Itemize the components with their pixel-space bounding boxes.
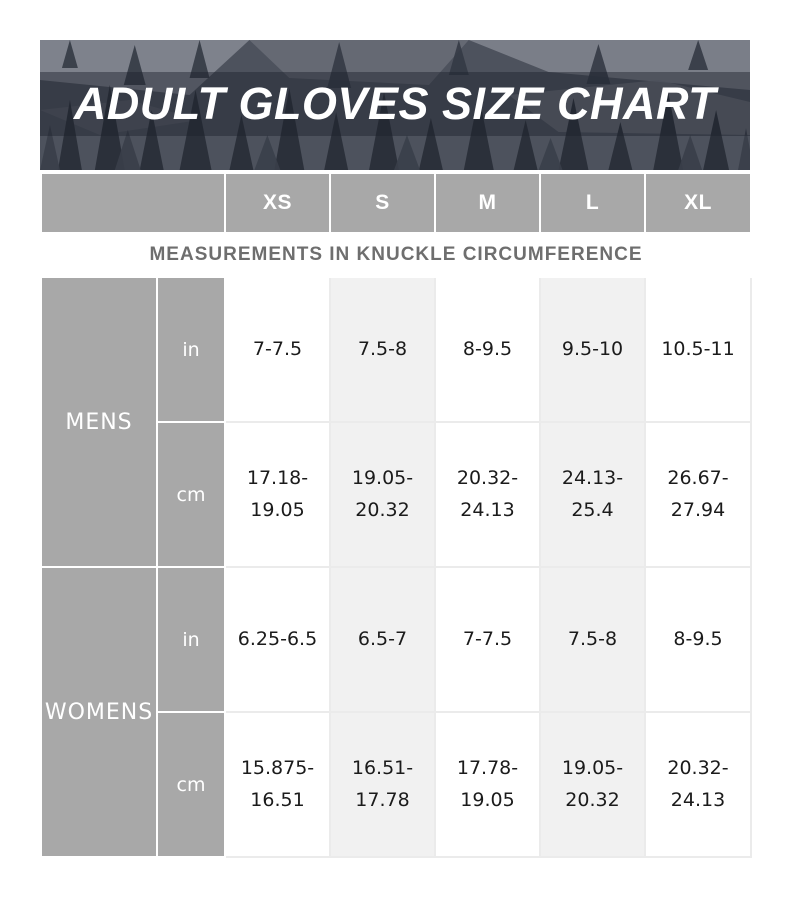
cell-mens-cm-xl: 26.67-27.94 — [644, 421, 752, 568]
cell-mens-cm-s: 19.05-20.32 — [329, 421, 436, 568]
cell-mens-in-xs: 7-7.5 — [224, 276, 331, 423]
size-header-s: S — [329, 172, 436, 234]
cell-womens-cm-xl: 20.32-24.13 — [644, 711, 752, 858]
cell-mens-cm-l: 24.13-25.4 — [539, 421, 646, 568]
size-header-row: XS S M L XL — [40, 172, 752, 234]
size-header-m: M — [434, 172, 541, 234]
table-row-womens-cm: cm 15.875-16.51 16.51-17.78 17.78-19.05 … — [41, 711, 752, 858]
unit-label-in: in — [156, 566, 226, 713]
table-row-womens-in: WOMENS in 6.25-6.5 6.5-7 7-7.5 7.5-8 8-9… — [40, 566, 752, 858]
section-label-womens: WOMENS — [40, 566, 158, 858]
cell-womens-in-l: 7.5-8 — [539, 566, 646, 713]
unit-label-cm: cm — [156, 421, 226, 568]
unit-label-in: in — [156, 276, 226, 423]
cell-womens-in-xs: 6.25-6.5 — [224, 566, 331, 713]
cell-womens-in-s: 6.5-7 — [329, 566, 436, 713]
size-table: XS S M L XL MEASUREMENTS IN KNUCKLE CIRC… — [40, 172, 752, 858]
cell-womens-in-xl: 8-9.5 — [644, 566, 752, 713]
forest-background-image — [40, 40, 750, 170]
measurement-note: MEASUREMENTS IN KNUCKLE CIRCUMFERENCE — [40, 232, 752, 278]
cell-mens-cm-m: 20.32-24.13 — [434, 421, 541, 568]
size-header-xl: XL — [644, 172, 752, 234]
cell-womens-cm-s: 16.51-17.78 — [329, 711, 436, 858]
cell-mens-in-s: 7.5-8 — [329, 276, 436, 423]
section-label-mens: MENS — [40, 276, 158, 568]
cell-mens-in-m: 8-9.5 — [434, 276, 541, 423]
table-row-mens-in: MENS in 7-7.5 7.5-8 8-9.5 9.5-10 10.5-11 — [40, 276, 752, 568]
measurement-note-row: MEASUREMENTS IN KNUCKLE CIRCUMFERENCE — [40, 232, 752, 278]
unit-label-cm: cm — [156, 711, 226, 858]
size-chart: ADULT GLOVES SIZE CHART XS S M L XL MEAS… — [40, 40, 752, 858]
cell-mens-cm-xs: 17.18-19.05 — [224, 421, 331, 568]
cell-mens-in-l: 9.5-10 — [539, 276, 646, 423]
page-title: ADULT GLOVES SIZE CHART — [73, 77, 717, 129]
cell-mens-in-xl: 10.5-11 — [644, 276, 752, 423]
cell-womens-cm-m: 17.78-19.05 — [434, 711, 541, 858]
chart-title-banner: ADULT GLOVES SIZE CHART — [40, 40, 750, 170]
size-header-l: L — [539, 172, 646, 234]
table-row-mens-cm: cm 17.18-19.05 19.05-20.32 20.32-24.13 2… — [41, 421, 752, 568]
size-header-xs: XS — [224, 172, 331, 234]
cell-womens-cm-l: 19.05-20.32 — [539, 711, 646, 858]
cell-womens-in-m: 7-7.5 — [434, 566, 541, 713]
corner-cell — [40, 172, 226, 234]
cell-womens-cm-xs: 15.875-16.51 — [224, 711, 331, 858]
